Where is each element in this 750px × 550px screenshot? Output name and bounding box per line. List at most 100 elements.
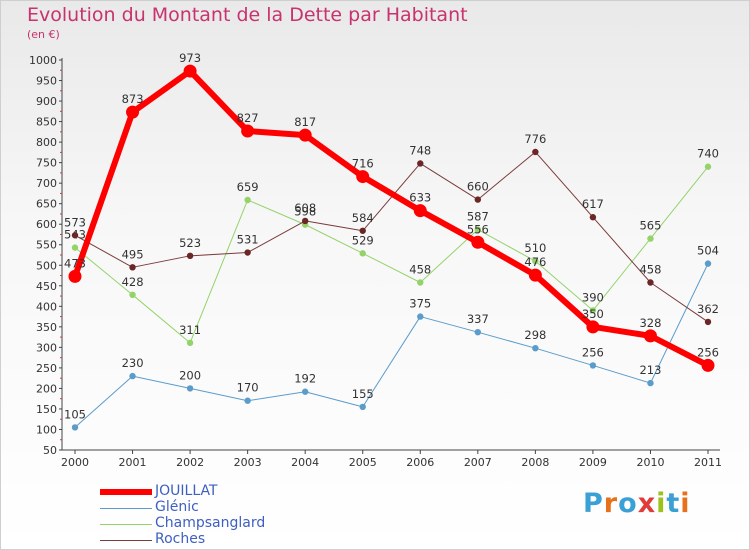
data-label-champsanglard: 659	[237, 180, 259, 194]
data-label-champsanglard: 740	[697, 147, 719, 161]
data-point-jouillat	[471, 235, 485, 249]
y-tick-label: 450	[36, 280, 57, 293]
data-point-roches	[244, 249, 251, 256]
data-point-gl-nic	[417, 313, 424, 320]
x-tick-label: 2002	[176, 456, 204, 469]
data-point-gl-nic	[301, 388, 309, 395]
data-label-roches: 584	[352, 211, 374, 225]
data-point-gl-nic	[359, 403, 366, 411]
data-point-roches	[589, 214, 597, 221]
y-tick-label: 800	[36, 136, 57, 149]
data-point-jouillat	[528, 268, 542, 282]
data-point-champsanglard	[71, 244, 79, 251]
x-tick-label: 2009	[579, 456, 607, 469]
data-point-roches	[474, 196, 482, 203]
data-point-champsanglard	[704, 163, 712, 170]
data-label-jouillat: 256	[697, 345, 719, 359]
data-label-gl-nic: 155	[352, 387, 374, 401]
data-point-champsanglard	[186, 339, 194, 347]
data-label-jouillat: 716	[352, 157, 374, 171]
x-tick-label: 2004	[291, 456, 319, 469]
series-line-champsanglard	[74, 166, 709, 344]
y-tick-label: 100	[36, 423, 57, 436]
data-point-champsanglard	[359, 250, 366, 257]
x-tick-label: 2000	[61, 456, 89, 469]
data-point-gl-nic	[244, 397, 251, 404]
data-point-roches	[186, 252, 194, 260]
data-point-jouillat	[586, 320, 600, 334]
legend-swatch	[100, 539, 152, 541]
y-tick-label: 950	[36, 75, 57, 88]
brand-letter: P	[583, 488, 604, 519]
x-tick-label: 2011	[694, 456, 722, 469]
data-point-jouillat	[413, 204, 427, 218]
legend-swatch	[100, 489, 152, 495]
data-point-champsanglard	[532, 257, 539, 265]
data-label-roches: 458	[639, 263, 661, 277]
data-point-gl-nic	[474, 328, 482, 336]
data-label-champsanglard: 510	[524, 241, 546, 255]
y-tick-label: 550	[36, 239, 57, 252]
x-tick-label: 2003	[234, 456, 262, 469]
data-label-roches: 362	[697, 302, 719, 316]
chart-subtitle: (en €)	[27, 28, 60, 41]
data-point-jouillat	[241, 124, 255, 138]
y-tick-label: 750	[36, 157, 57, 170]
data-label-jouillat: 817	[294, 115, 316, 129]
legend-swatch	[100, 523, 152, 525]
data-label-jouillat: 328	[639, 316, 661, 330]
data-point-jouillat	[126, 105, 140, 119]
data-label-roches: 608	[294, 201, 316, 215]
data-label-gl-nic: 298	[524, 328, 546, 342]
brand-letter: i	[656, 488, 667, 519]
data-label-gl-nic: 213	[639, 363, 661, 377]
y-tick-label: 200	[36, 382, 57, 395]
data-label-gl-nic: 230	[122, 356, 144, 370]
data-label-roches: 776	[524, 132, 546, 146]
series-line-gl-nic	[74, 263, 709, 428]
x-tick-label: 2001	[119, 456, 147, 469]
data-point-roches	[359, 227, 366, 234]
data-label-gl-nic: 504	[697, 244, 719, 258]
y-tick-label: 900	[36, 95, 57, 108]
data-point-jouillat	[701, 358, 715, 372]
brand-letter: i	[680, 488, 691, 519]
y-tick-label: 400	[36, 300, 57, 313]
data-label-roches: 573	[64, 215, 86, 229]
y-tick-label: 500	[36, 259, 57, 272]
y-tick-label: 1000	[29, 54, 57, 67]
data-label-jouillat: 556	[467, 222, 489, 236]
data-point-jouillat	[643, 329, 657, 343]
data-point-gl-nic	[129, 372, 136, 380]
data-point-jouillat	[356, 170, 370, 184]
brand-letter: t	[666, 488, 681, 519]
data-point-roches	[647, 279, 654, 286]
data-label-jouillat: 873	[122, 92, 144, 106]
chart-title: Evolution du Montant de la Dette par Hab…	[27, 4, 468, 26]
x-tick-label: 2005	[349, 456, 377, 469]
legend-label: Roches	[155, 531, 206, 547]
data-label-gl-nic: 170	[237, 381, 259, 395]
legend-label: Glénic	[155, 499, 199, 515]
data-label-champsanglard: 428	[122, 275, 144, 289]
data-label-jouillat: 350	[582, 307, 604, 321]
data-label-roches: 748	[409, 143, 431, 157]
y-tick-label: 250	[36, 362, 57, 375]
data-label-roches: 660	[467, 180, 489, 194]
data-point-champsanglard	[474, 226, 482, 233]
data-point-roches	[417, 160, 424, 167]
series-line-jouillat	[72, 68, 711, 369]
data-point-roches	[71, 232, 79, 239]
data-label-champsanglard: 458	[409, 263, 431, 277]
data-label-roches: 495	[122, 247, 144, 261]
data-point-roches	[301, 217, 309, 225]
x-tick-label: 2006	[406, 456, 434, 469]
data-point-gl-nic	[186, 385, 194, 392]
data-label-gl-nic: 192	[294, 372, 316, 386]
x-tick-label: 2007	[464, 456, 492, 469]
data-label-jouillat: 973	[179, 51, 201, 65]
data-point-roches	[704, 318, 712, 326]
data-label-jouillat: 473	[64, 256, 86, 270]
